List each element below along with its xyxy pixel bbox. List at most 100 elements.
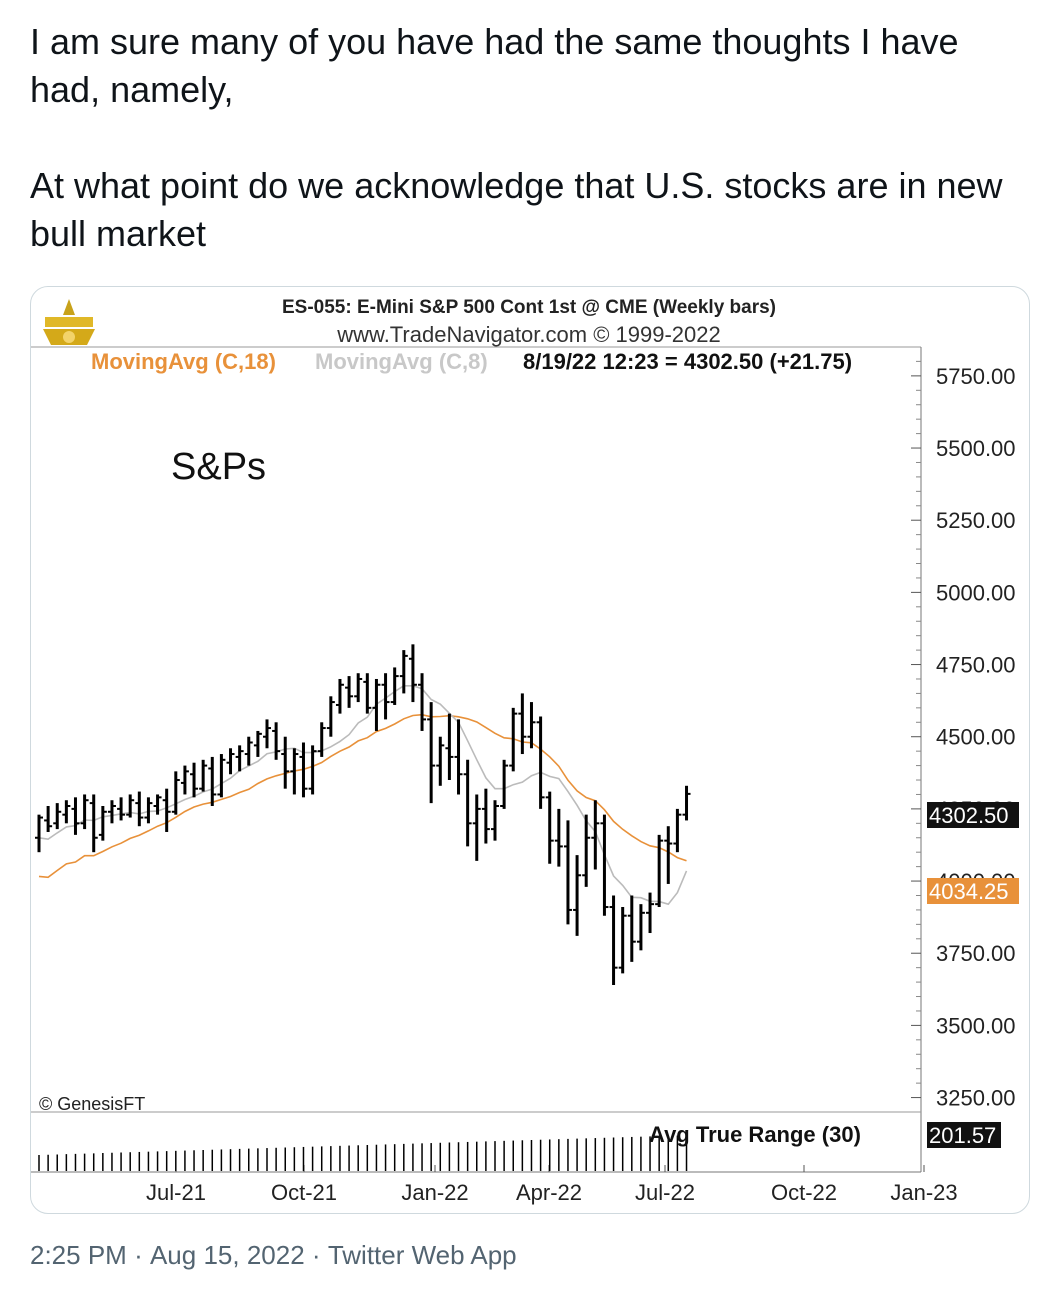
ohlc-bar (618, 907, 627, 974)
ohlc-bar (627, 895, 636, 962)
ohlc-bar (582, 814, 591, 887)
tweet-text-line-1: I am sure many of you have had the same … (30, 21, 959, 110)
tweet-text-line-2: At what point do we acknowledge that U.S… (30, 165, 1003, 254)
ohlc-bar (89, 794, 98, 853)
chart-title: ES-055: E-Mini S&P 500 Cont 1st @ CME (W… (282, 297, 776, 318)
ohlc-bar (399, 650, 408, 694)
ohlc-bar (62, 800, 71, 824)
ohlc-bar (190, 762, 199, 798)
ohlc-bar (372, 678, 381, 731)
ohlc-bar (408, 644, 417, 703)
x-axis: Jul-21 Oct-21 Jan-22 Apr-22 Jul-22 Oct-22 Jan-… (146, 1165, 958, 1205)
ma18-line (38, 713, 687, 879)
ohlc-bar (518, 693, 527, 755)
chart-annotation: S&Ps (171, 446, 266, 488)
ohlc-bar (217, 754, 226, 798)
x-tick-label: Oct-22 (771, 1180, 837, 1205)
ohlc-bar (153, 794, 162, 815)
ohlc-bar (436, 736, 445, 786)
x-tick-label: Jan-22 (401, 1180, 468, 1205)
stock-chart: ES-055: E-Mini S&P 500 Cont 1st @ CME (W… (31, 297, 1019, 1205)
ohlc-bar (563, 820, 572, 925)
ohlc-bar (491, 800, 499, 841)
y-tick-label: 3250.00 (936, 1086, 1016, 1111)
ohlc-bar (35, 814, 43, 853)
quote-readout: 8/19/22 12:23 = 4302.50 (+21.75) (523, 349, 852, 374)
ohlc-bar (299, 742, 308, 798)
ohlc-bar (244, 736, 253, 766)
ohlc-bar (463, 759, 472, 847)
ohlc-bar (345, 676, 354, 708)
ohlc-bar (199, 759, 208, 792)
ohlc-bar (53, 803, 62, 830)
ohlc-bar (427, 702, 436, 804)
x-tick-label: Jul-22 (635, 1180, 695, 1205)
ohlc-bar (144, 797, 153, 824)
x-tick-label: Apr-22 (516, 1180, 582, 1205)
ohlc-bar (253, 730, 262, 757)
last-price-flag (927, 802, 1019, 828)
ohlc-bar (636, 904, 645, 951)
ohlc-bar (44, 806, 53, 832)
ohlc-bar (71, 797, 80, 835)
ohlc-bar (655, 834, 664, 908)
ohlc-bar (235, 745, 244, 772)
ohlc-bar (226, 748, 235, 775)
tweet-time[interactable]: 2:25 PM (30, 1240, 127, 1270)
ohlc-bar (281, 736, 290, 789)
y-tick-label: 3500.00 (936, 1013, 1016, 1038)
ohlc-bar (454, 719, 463, 795)
ohlc-bar (317, 722, 326, 757)
y-tick-label: 4500.00 (936, 725, 1016, 750)
ohlc-bar (354, 673, 363, 703)
ohlc-bar (208, 756, 217, 806)
atr-histogram (38, 1135, 688, 1171)
chart-subtitle: www.TradeNavigator.com © 1999-2022 (336, 322, 720, 347)
y-tick-label: 5250.00 (936, 508, 1016, 533)
watermark-label: © GenesisFT (39, 1094, 145, 1114)
y-tick-label: 5750.00 (936, 364, 1016, 389)
ohlc-bar (664, 826, 673, 884)
ohlc-bar (272, 722, 281, 760)
ohlc-bar (500, 759, 509, 809)
ohlc-bar (171, 771, 180, 815)
ma18-series (38, 713, 687, 879)
ma18-price-flag (927, 878, 1019, 904)
ohlc-bar (545, 791, 554, 864)
ohlc-bar (80, 794, 89, 830)
ohlc-bar (162, 788, 171, 832)
ohlc-bar (445, 713, 454, 781)
ma18-price-value: 4034.25 (929, 879, 1009, 904)
ohlc-bar (381, 673, 390, 720)
ma8-series (38, 685, 688, 906)
ohlc-bar (126, 794, 135, 818)
ohlc-bar (335, 678, 344, 714)
tweet-media-chart[interactable]: ES-055: E-Mini S&P 500 Cont 1st @ CME (W… (30, 286, 1030, 1214)
x-tick-label: Oct-21 (271, 1180, 337, 1205)
meta-separator: · (134, 1240, 143, 1270)
ohlc-bar (481, 788, 490, 844)
ohlc-bar (472, 794, 481, 861)
indicator-label: Avg True Range (30) (649, 1122, 861, 1147)
ohlc-bar (98, 806, 107, 841)
ohlc-bar (682, 785, 691, 821)
y-tick-label: 5000.00 (936, 580, 1016, 605)
tweet-source[interactable]: Twitter Web App (327, 1240, 517, 1270)
tweet-date[interactable]: Aug 15, 2022 (149, 1240, 305, 1270)
ohlc-bar (554, 808, 563, 867)
ma8-line (38, 685, 688, 906)
tweet-text: I am sure many of you have had the same … (30, 18, 1030, 258)
indicator-value-flag (927, 1122, 1001, 1148)
ohlc-bar (263, 719, 271, 749)
ohlc-bar (290, 748, 299, 795)
legend-ma8: MovingAvg (C,8) (315, 349, 488, 374)
ohlc-bar (390, 667, 399, 705)
ohlc-bar (609, 895, 618, 985)
ohlc-bar (600, 814, 609, 916)
ohlc-bar (107, 800, 116, 824)
ohlc-bar (509, 707, 518, 772)
ohlc-bar (573, 855, 582, 936)
ohlc-bar (591, 800, 600, 870)
tweet-meta: 2:25 PM · Aug 15, 2022 · Twitter Web App (30, 1240, 517, 1271)
ohlc-bar (326, 696, 335, 737)
